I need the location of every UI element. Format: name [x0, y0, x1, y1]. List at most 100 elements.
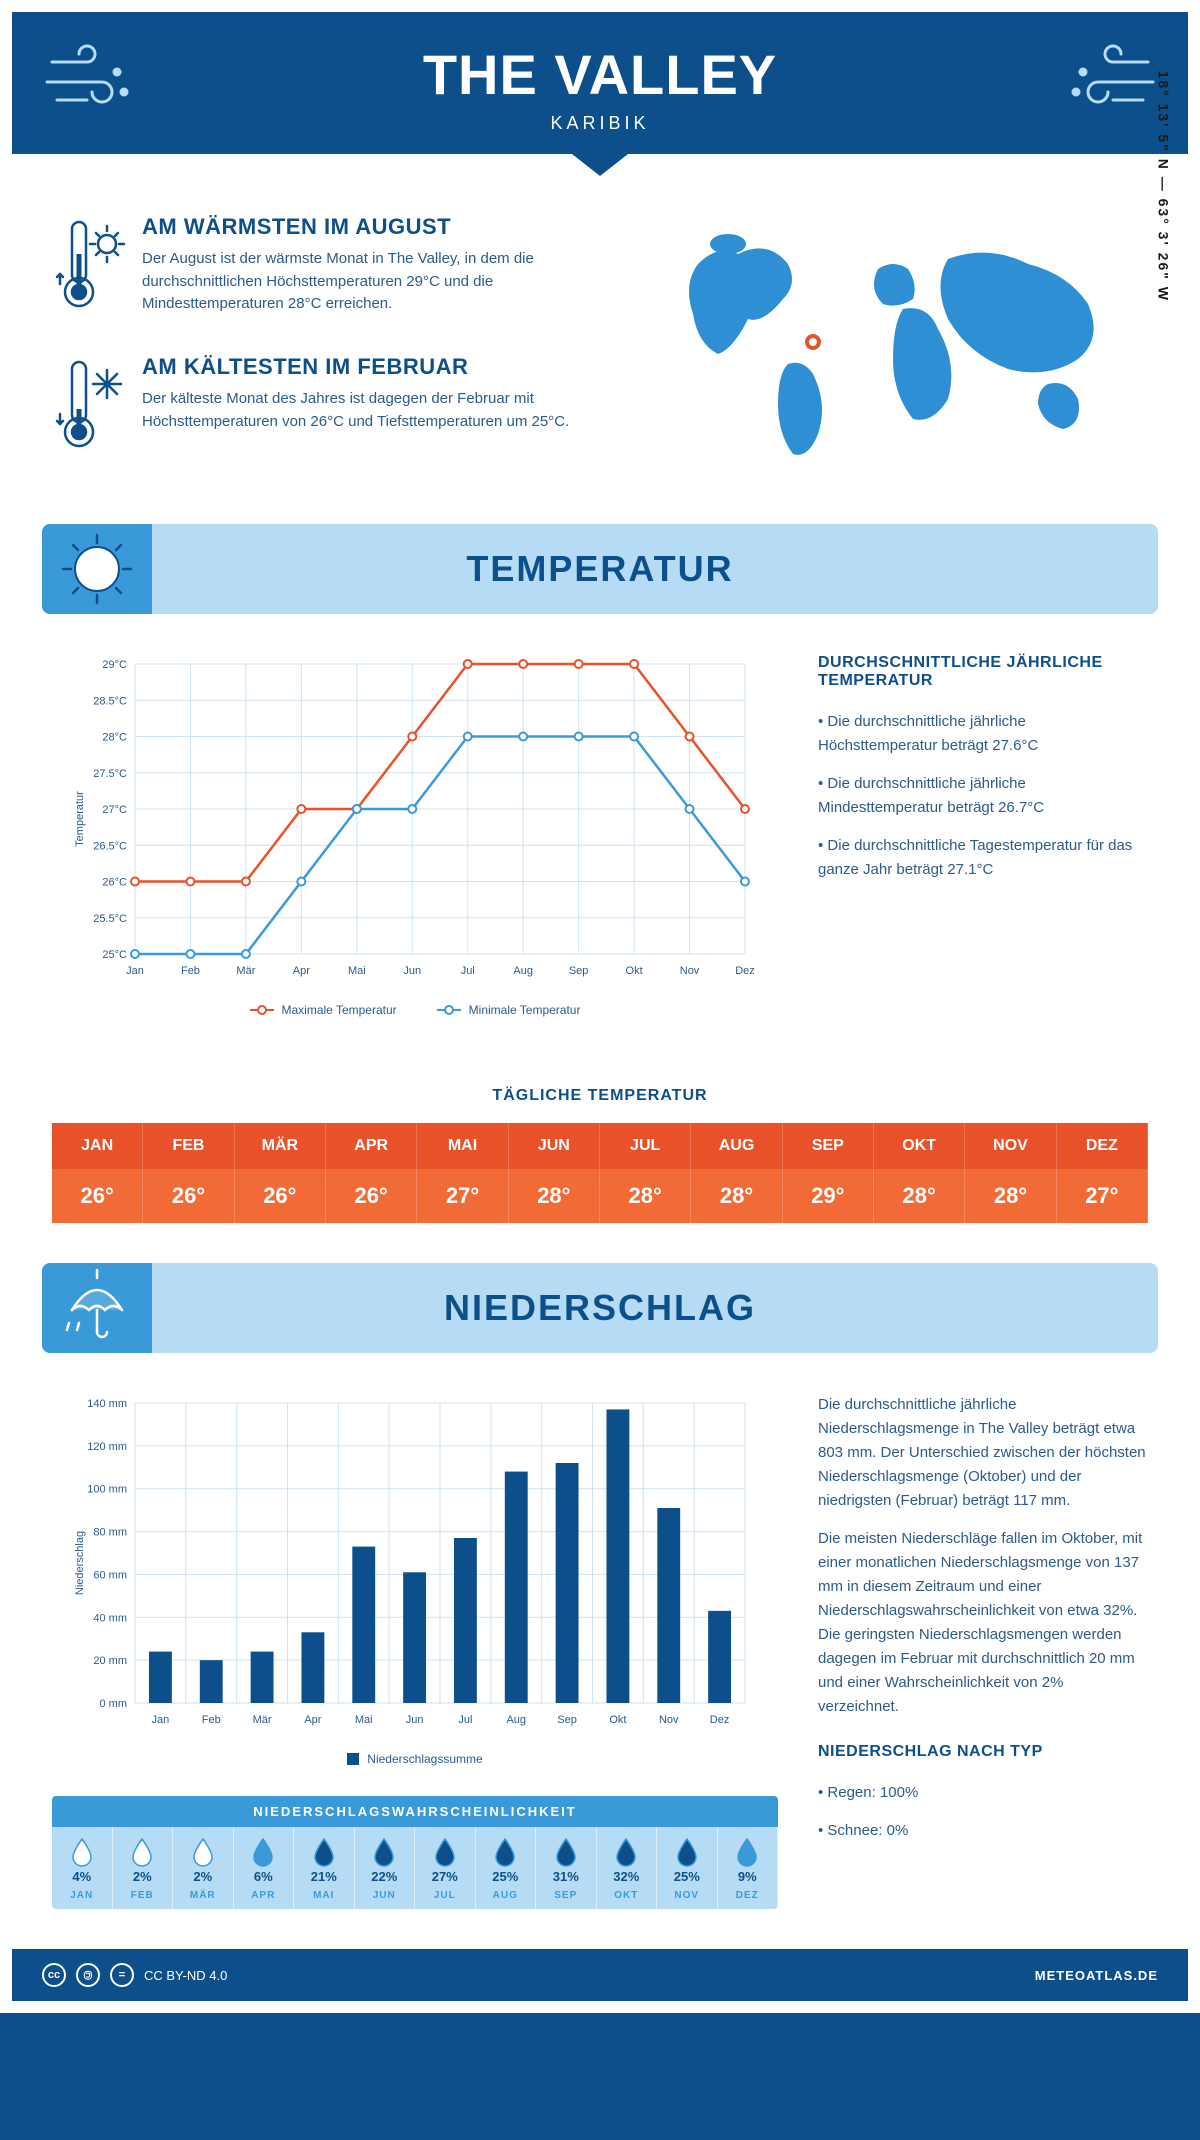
prob-month: SEP — [538, 1890, 594, 1901]
prob-value: 32% — [599, 1869, 655, 1884]
thermometer-hot-icon — [52, 214, 142, 319]
table-cell: 26° — [143, 1169, 234, 1223]
svg-text:Nov: Nov — [680, 965, 700, 977]
precip-type-list: • Regen: 100%• Schnee: 0% — [818, 1781, 1148, 1843]
nd-icon: = — [110, 1963, 134, 1987]
table-cell: 28° — [600, 1169, 691, 1223]
temp-bullet: • Die durchschnittliche jährliche Höchst… — [818, 710, 1148, 758]
drop-icon — [191, 1837, 215, 1867]
svg-text:26.5°C: 26.5°C — [93, 840, 127, 852]
sun-icon — [42, 524, 152, 614]
prob-cell: 9% DEZ — [718, 1827, 779, 1909]
drop-icon — [70, 1837, 94, 1867]
prob-value: 2% — [115, 1869, 171, 1884]
daily-temp-title: TÄGLICHE TEMPERATUR — [12, 1087, 1188, 1105]
svg-text:100 mm: 100 mm — [87, 1484, 127, 1496]
svg-text:Feb: Feb — [202, 1714, 221, 1726]
svg-text:Dez: Dez — [710, 1714, 730, 1726]
svg-text:28°C: 28°C — [102, 732, 127, 744]
svg-text:27°C: 27°C — [102, 804, 127, 816]
table-cell: 28° — [965, 1169, 1056, 1223]
precip-type-bullet: • Schnee: 0% — [818, 1819, 1148, 1843]
svg-text:40 mm: 40 mm — [93, 1612, 127, 1624]
prob-cell: 4%JAN — [52, 1827, 113, 1909]
drop-icon — [130, 1837, 154, 1867]
svg-text:Aug: Aug — [513, 965, 533, 977]
svg-text:Feb: Feb — [181, 965, 200, 977]
drop-icon — [554, 1837, 578, 1867]
svg-text:Mai: Mai — [355, 1714, 373, 1726]
prob-value: 9% — [720, 1869, 776, 1884]
prob-month: DEZ — [720, 1890, 776, 1901]
footer: cc 🄯 = CC BY-ND 4.0 METEOATLAS.DE — [12, 1949, 1188, 2001]
drop-icon — [735, 1837, 759, 1867]
page-subtitle: KARIBIK — [32, 113, 1168, 134]
table-header: MÄR — [235, 1123, 326, 1169]
svg-text:Okt: Okt — [609, 1714, 626, 1726]
prob-title: NIEDERSCHLAGSWAHRSCHEINLICHKEIT — [52, 1796, 778, 1827]
table-cell: 26° — [52, 1169, 143, 1223]
svg-text:29°C: 29°C — [102, 659, 127, 671]
precipitation-bar-chart: 0 mm20 mm40 mm60 mm80 mm100 mm120 mm140 … — [52, 1393, 778, 1733]
world-map — [648, 214, 1148, 474]
coldest-fact: AM KÄLTESTEN IM FEBRUAR Der kälteste Mon… — [52, 354, 608, 459]
legend-max: Maximale Temperatur — [282, 1003, 397, 1017]
temp-info-list: • Die durchschnittliche jährliche Höchst… — [818, 710, 1148, 882]
prob-cell: 25%AUG — [476, 1827, 537, 1909]
table-header: AUG — [691, 1123, 782, 1169]
drop-icon — [614, 1837, 638, 1867]
table-header: NOV — [965, 1123, 1056, 1169]
drop-icon — [251, 1837, 275, 1867]
table-header: SEP — [783, 1123, 874, 1169]
prob-month: MAI — [296, 1890, 352, 1901]
prob-value: 25% — [478, 1869, 534, 1884]
table-cell: 29° — [783, 1169, 874, 1223]
wind-icon — [42, 42, 142, 127]
svg-text:20 mm: 20 mm — [93, 1655, 127, 1667]
by-icon: 🄯 — [76, 1963, 100, 1987]
svg-text:25°C: 25°C — [102, 949, 127, 961]
warmest-text: Der August ist der wärmste Monat in The … — [142, 248, 608, 316]
svg-text:Dez: Dez — [735, 965, 755, 977]
page-title: THE VALLEY — [32, 42, 1168, 107]
temperature-line-chart: 25°C25.5°C26°C26.5°C27°C27.5°C28°C28.5°C… — [52, 654, 778, 984]
precip-probability-box: NIEDERSCHLAGSWAHRSCHEINLICHKEIT 4%JAN2% F… — [52, 1796, 778, 1909]
prob-month: FEB — [115, 1890, 171, 1901]
precip-legend: Niederschlagssumme — [52, 1752, 778, 1766]
table-cell: 28° — [509, 1169, 600, 1223]
precip-type-title: NIEDERSCHLAG NACH TYP — [818, 1743, 1148, 1761]
svg-text:Sep: Sep — [569, 965, 589, 977]
umbrella-icon — [42, 1263, 152, 1353]
svg-text:Jan: Jan — [126, 965, 144, 977]
prob-value: 4% — [54, 1869, 110, 1884]
prob-value: 31% — [538, 1869, 594, 1884]
table-cell: 28° — [691, 1169, 782, 1223]
svg-text:Aug: Aug — [506, 1714, 526, 1726]
svg-text:Jun: Jun — [403, 965, 421, 977]
prob-cell: 21%MAI — [294, 1827, 355, 1909]
table-header: JUL — [600, 1123, 691, 1169]
svg-text:Mär: Mär — [253, 1714, 272, 1726]
svg-text:Sep: Sep — [557, 1714, 577, 1726]
prob-cell: 32% OKT — [597, 1827, 658, 1909]
prob-month: JUN — [357, 1890, 413, 1901]
prob-month: OKT — [599, 1890, 655, 1901]
prob-value: 25% — [659, 1869, 715, 1884]
thermometer-cold-icon — [52, 354, 142, 459]
svg-text:Mär: Mär — [236, 965, 255, 977]
svg-text:26°C: 26°C — [102, 877, 127, 889]
svg-text:Jul: Jul — [458, 1714, 472, 1726]
svg-text:28.5°C: 28.5°C — [93, 695, 127, 707]
prob-cell: 2% FEB — [113, 1827, 174, 1909]
temp-info-title: DURCHSCHNITTLICHE JÄHRLICHE TEMPERATUR — [818, 654, 1148, 690]
precipitation-banner: NIEDERSCHLAG — [42, 1263, 1158, 1353]
prob-cell: 27%JUL — [415, 1827, 476, 1909]
drop-icon — [675, 1837, 699, 1867]
table-cell: 26° — [235, 1169, 326, 1223]
prob-cell: 2%MÄR — [173, 1827, 234, 1909]
table-header: FEB — [143, 1123, 234, 1169]
svg-text:60 mm: 60 mm — [93, 1569, 127, 1581]
svg-text:0 mm: 0 mm — [100, 1698, 128, 1710]
table-cell: 26° — [326, 1169, 417, 1223]
svg-text:27.5°C: 27.5°C — [93, 768, 127, 780]
